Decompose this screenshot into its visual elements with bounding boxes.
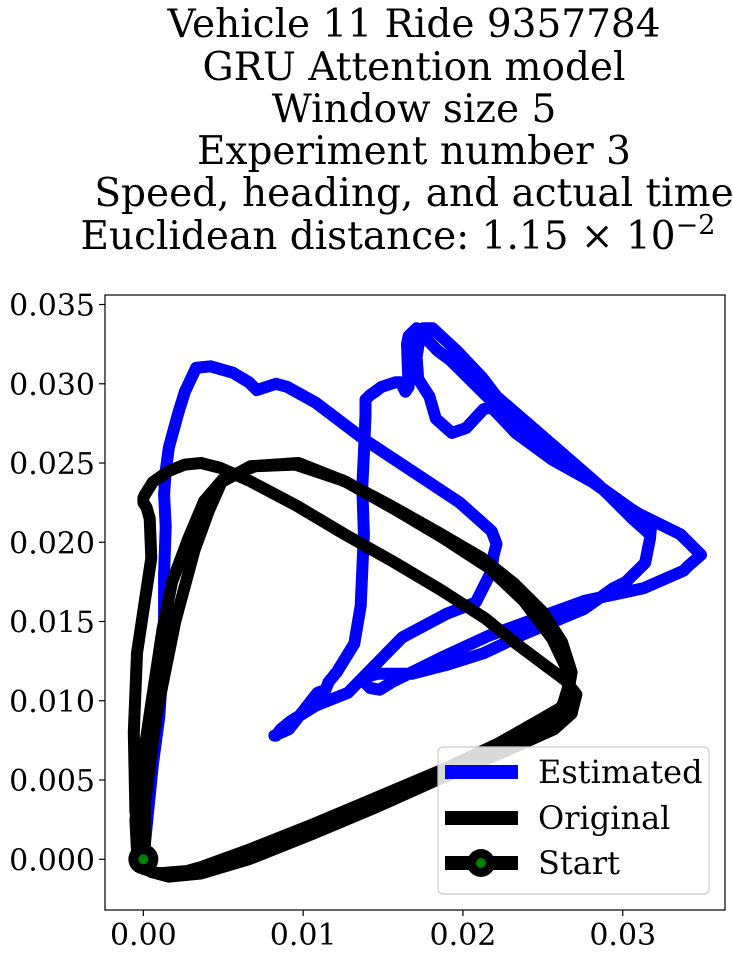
x-tick-label: 0.01 [270, 918, 337, 953]
legend-marker-start-inner [476, 858, 486, 868]
chart-title: Vehicle 11 Ride 9357784 GRU Attention mo… [81, 2, 733, 259]
series-layer [127, 322, 707, 883]
title-line-2: GRU Attention model [203, 45, 626, 90]
title-exponent: −2 [676, 210, 716, 241]
title-line-1: Vehicle 11 Ride 9357784 [166, 2, 660, 47]
x-tick-label: 0.00 [110, 918, 177, 953]
y-tick-label: 0.030 [9, 368, 95, 403]
legend-label-estimated: Estimated [538, 753, 703, 791]
y-tick-label: 0.015 [9, 606, 95, 641]
legend: Estimated Original Start [437, 746, 710, 895]
x-axis: 0.00 0.01 0.02 0.03 [110, 910, 656, 953]
start-marker-inner [138, 854, 149, 865]
series-estimated-line [137, 322, 707, 866]
title-line-4: Experiment number 3 [197, 129, 631, 174]
y-tick-label: 0.010 [9, 685, 95, 720]
legend-label-original: Original [538, 799, 670, 837]
y-tick-label: 0.005 [9, 764, 95, 799]
y-tick-label: 0.020 [9, 526, 95, 561]
title-line-6: Euclidean distance: 1.15 × 10−2 [81, 210, 716, 259]
legend-label-start: Start [538, 844, 620, 882]
x-tick-label: 0.02 [430, 918, 497, 953]
y-axis: 0.000 0.005 0.010 0.015 0.020 0.025 0.030 0.035 [9, 289, 105, 878]
title-line-3: Window size 5 [272, 87, 557, 132]
x-tick-label: 0.03 [589, 918, 656, 953]
series-original-line [127, 457, 583, 883]
start-marker-layer [128, 844, 159, 875]
title-line-6-text: Euclidean distance: 1.15 × 10 [81, 214, 676, 259]
plot-frame [104, 294, 726, 911]
y-tick-label: 0.000 [9, 843, 95, 878]
y-tick-label: 0.025 [9, 447, 95, 482]
y-tick-label: 0.035 [9, 289, 95, 324]
title-line-5: Speed, heading, and actual time [94, 171, 733, 216]
